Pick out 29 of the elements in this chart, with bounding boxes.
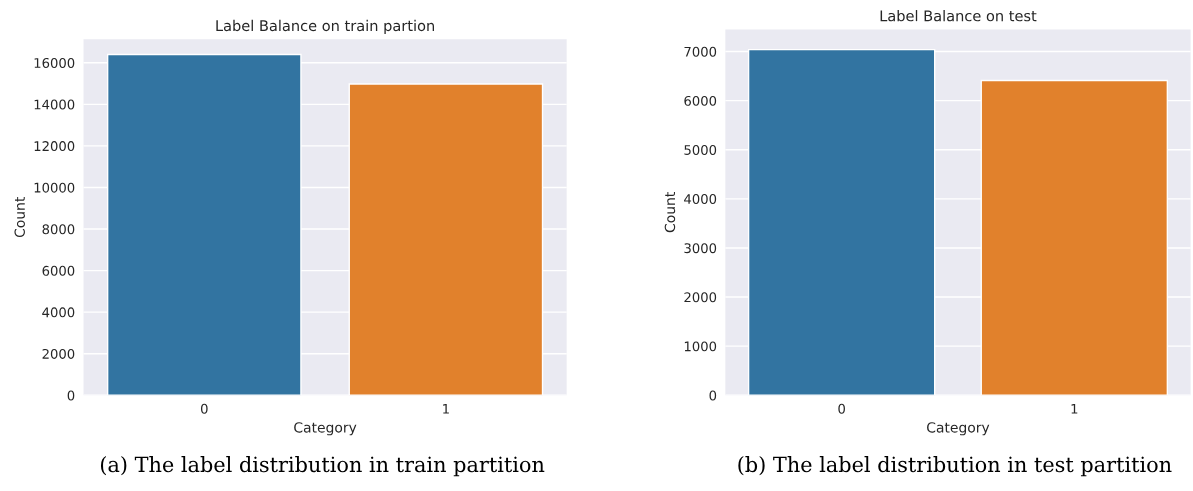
y-tick-label: 6000 bbox=[684, 95, 717, 106]
x-tick-label: 0 bbox=[838, 403, 845, 414]
y-tick-label: 3000 bbox=[684, 243, 717, 254]
y-tick-label: 4000 bbox=[684, 194, 717, 205]
y-tick-label: 6000 bbox=[42, 265, 75, 276]
y-tick-label: 2000 bbox=[42, 348, 75, 359]
y-axis-title: Count bbox=[14, 196, 25, 238]
y-tick-label: 5000 bbox=[684, 144, 717, 155]
y-tick-label: 7000 bbox=[684, 46, 717, 57]
chart-title: Label Balance on test bbox=[880, 10, 1037, 22]
text: (b) The label distribution in test partition bbox=[738, 456, 1172, 477]
y-axis-title: Count bbox=[664, 192, 676, 233]
y-tick-label: 8000 bbox=[42, 224, 75, 235]
y-tick-label: 14000 bbox=[34, 99, 75, 110]
x-axis-title: Category bbox=[927, 422, 990, 436]
y-tick-label: 4000 bbox=[42, 307, 75, 318]
y-tick-label: 16000 bbox=[34, 57, 75, 68]
x-tick-label: 1 bbox=[1071, 403, 1078, 414]
x-axis-title: Category bbox=[294, 422, 357, 436]
y-tick-label: 12000 bbox=[34, 141, 75, 152]
text: (a) The label distribution in train partition bbox=[100, 456, 545, 477]
y-tick-label: 10000 bbox=[34, 182, 75, 193]
y-tick-label: 0 bbox=[67, 390, 75, 401]
x-tick-label: 1 bbox=[443, 403, 449, 414]
y-tick-label: 2000 bbox=[684, 292, 717, 303]
y-tick-label: 1000 bbox=[684, 341, 717, 352]
x-tick-label: 0 bbox=[200, 403, 208, 414]
y-tick-label: 0 bbox=[709, 390, 717, 401]
chart-title: Label Balance on train partion bbox=[216, 19, 434, 34]
